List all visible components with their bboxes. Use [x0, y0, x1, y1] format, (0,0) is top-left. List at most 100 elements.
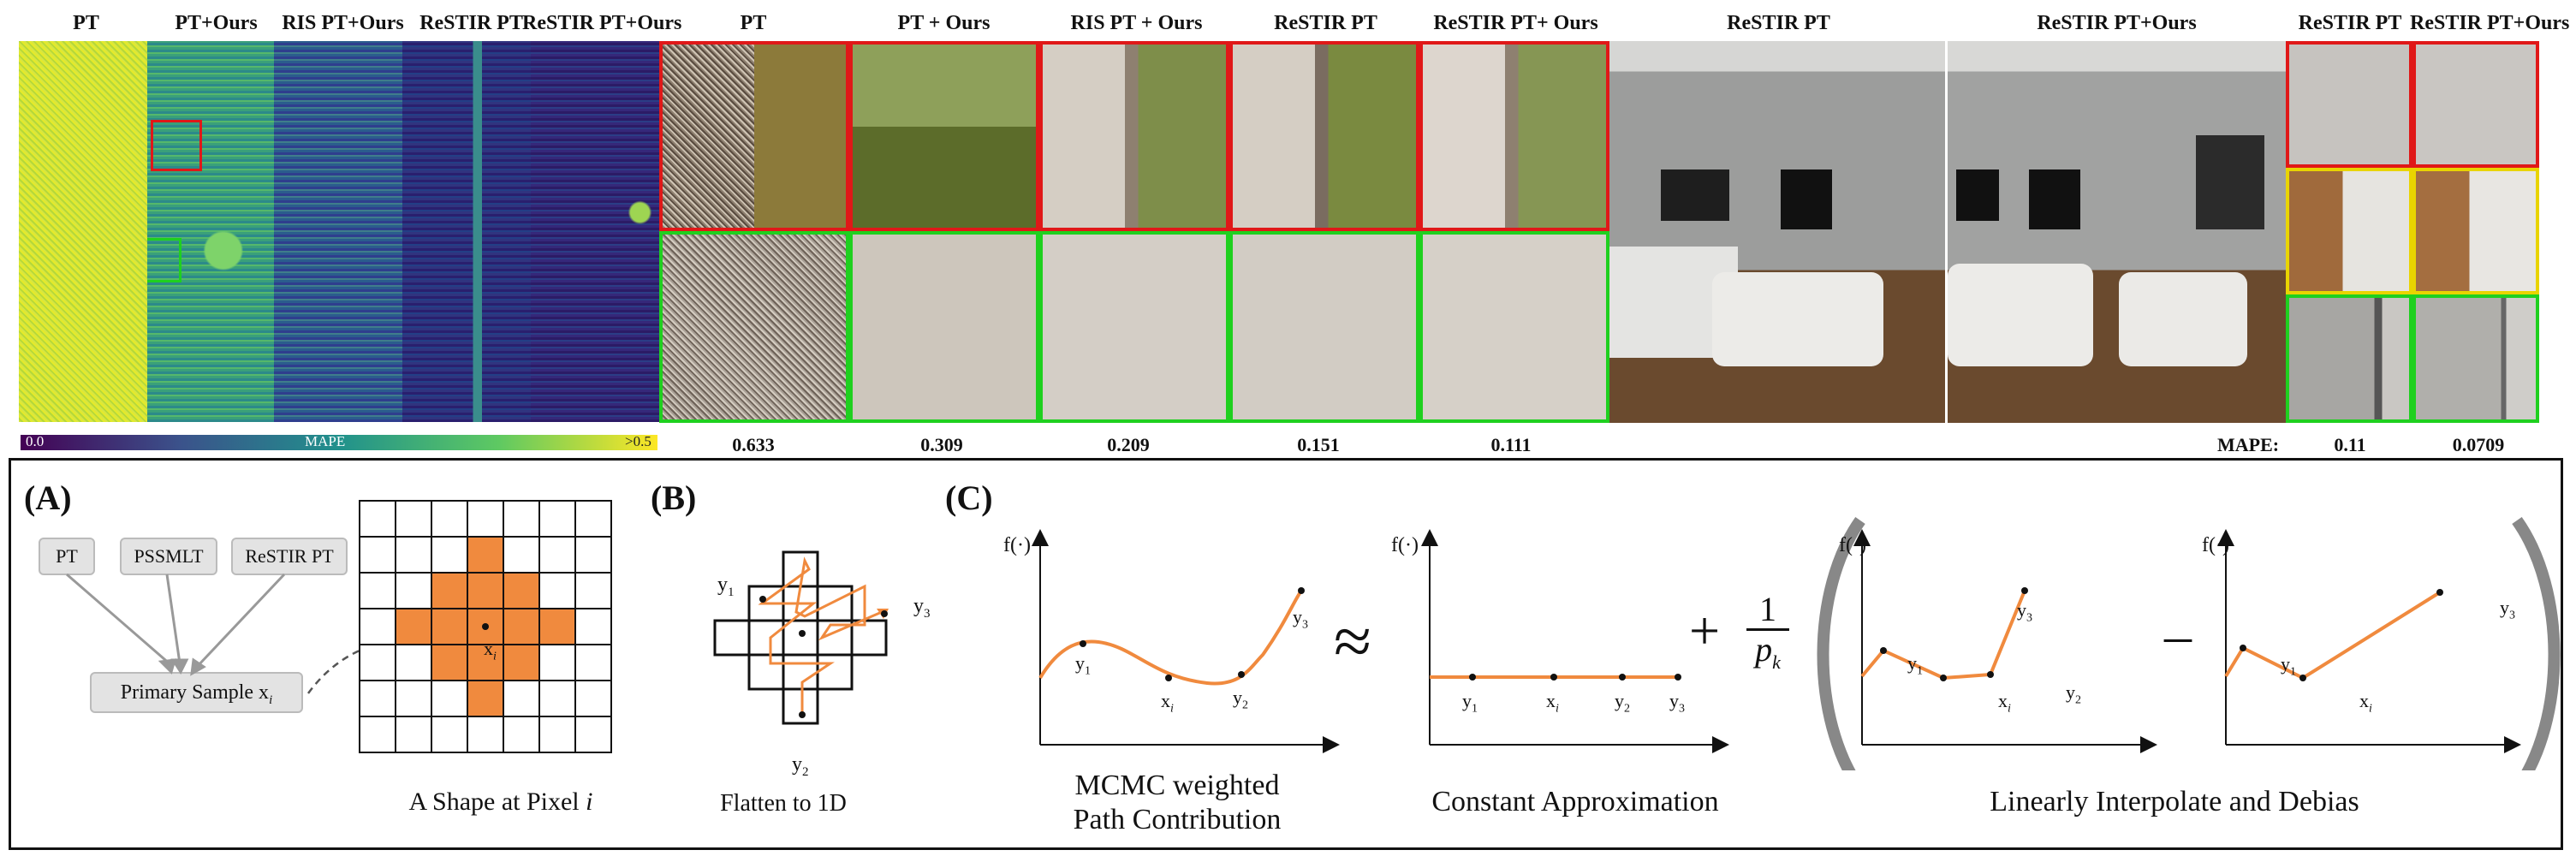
grid-cell: [395, 536, 432, 574]
mape-map-restir-pt: [402, 41, 531, 422]
grid-cell: [467, 680, 504, 717]
grid-cell: [431, 680, 468, 717]
grid-cell: [538, 500, 576, 538]
grid-cell: [538, 716, 576, 753]
plot3-xi: xi: [1998, 690, 2011, 716]
header-restir-pt-ours: ReSTIR PT+Ours: [522, 12, 682, 34]
plot1-caption-line2: Path Contribution: [1073, 804, 1282, 835]
panel-b-label: (B): [651, 479, 697, 517]
crop-mape-restir-pt: 0.151: [1297, 434, 1340, 455]
mape-map-ris-pt-ours: [274, 41, 402, 422]
illustration-box: [9, 458, 2563, 850]
grid-cell: [359, 536, 396, 574]
right-crop-yellow-restir-pt: [2286, 168, 2412, 294]
grid-cell: [503, 572, 540, 609]
grid-cell: [395, 608, 432, 645]
grid-cell: [395, 500, 432, 538]
grid-point-sub: i: [493, 650, 497, 663]
mape-map-pt: [19, 41, 147, 422]
grid-cell: [395, 644, 432, 681]
mape-map-restir-pt-ours: [531, 41, 659, 422]
panel-b-caption: Flatten to 1D: [720, 790, 847, 817]
colorbar-max: >0.5: [625, 433, 651, 449]
grid-cell: [574, 500, 612, 538]
grid-cell: [503, 500, 540, 538]
grid-cell: [359, 572, 396, 609]
grid-cell: [467, 536, 504, 574]
plot2-y2: y2: [1615, 690, 1630, 716]
source-restir-pt-box: ReSTIR PT: [231, 538, 348, 575]
plot-debias: [2217, 529, 2521, 753]
header-crop-pt-ours: PT + Ours: [897, 12, 991, 34]
right-crop-green-restir-pt-ours: [2412, 294, 2539, 423]
grid-cell: [359, 680, 396, 717]
crop-mape-pt-ours: 0.309: [920, 434, 963, 455]
grid-cell: [359, 716, 396, 753]
plot34-caption: Linearly Interpolate and Debias: [1990, 786, 2359, 817]
plot4-y1: y1: [2281, 653, 2296, 679]
plot4-xi: xi: [2359, 690, 2372, 716]
crop-green-pt-ours: [849, 231, 1039, 423]
grid-cell: [503, 680, 540, 717]
primary-sample-box: Primary Sample xi: [90, 672, 303, 713]
plot3-y1: y1: [1907, 652, 1923, 678]
crop-green-restir-pt-ours: [1419, 231, 1609, 423]
plot-mcmc: [1032, 529, 1340, 753]
panel-a-label: (A): [24, 479, 72, 517]
plot2-y1: y1: [1462, 690, 1478, 716]
grid-cell: [431, 716, 468, 753]
source-pssmlt-box: PSSMLT: [120, 538, 217, 575]
scene-render-restir-pt: [1609, 41, 1948, 423]
panel-a-svg: [66, 500, 612, 753]
plot4-axis-label: f(·): [2202, 534, 2229, 556]
plot-constant: [1421, 529, 1729, 753]
crop-red-restir-pt: [1229, 41, 1419, 231]
grid-center-point: [482, 623, 489, 630]
grid-cell: [574, 536, 612, 574]
right-mape-restir-pt-ours: 0.0709: [2452, 434, 2505, 455]
right-crop-green-restir-pt: [2286, 294, 2412, 423]
crop-red-pt: [659, 41, 849, 231]
panel-c-svg: [1032, 516, 2561, 770]
grid-point-x: x: [484, 638, 493, 659]
grid-cell: [538, 536, 576, 574]
grid-cell: [574, 644, 612, 681]
grid-cell: [467, 572, 504, 609]
grid-cell: [395, 680, 432, 717]
grid-cell: [574, 572, 612, 609]
right-mape-restir-pt: 0.11: [2334, 434, 2366, 455]
panel-a-caption: A Shape at Pixel i: [377, 788, 625, 817]
colorbar-label: MAPE: [305, 433, 346, 449]
header-pt-ours: PT+Ours: [175, 12, 258, 34]
green-crop-marker: [147, 238, 181, 282]
crop-red-pt-ours: [849, 41, 1039, 231]
panel-a-caption-text: A Shape at Pixel: [408, 788, 586, 816]
crop-red-restir-pt-ours: [1419, 41, 1609, 231]
grid-cell: [431, 608, 468, 645]
mape-map-pt-ours: [147, 41, 274, 422]
plot-interpolate: [1853, 529, 2157, 753]
panel-b-y3: y3: [913, 595, 931, 621]
grid-cell: [431, 572, 468, 609]
right-crop-yellow-restir-pt-ours: [2412, 168, 2539, 294]
crop-red-ris-pt-ours: [1039, 41, 1229, 231]
colorbar: [21, 435, 657, 450]
grid-cell: [431, 644, 468, 681]
header-ris-pt-ours: RIS PT+Ours: [282, 12, 404, 34]
grid-cell: [503, 716, 540, 753]
plot4-y3: y3: [2500, 597, 2515, 622]
grid-cell: [503, 644, 540, 681]
plot3-y3: y3: [2017, 599, 2032, 625]
fraction: 1 pk: [1746, 591, 1789, 681]
header-crop-restir-pt: ReSTIR PT: [1274, 12, 1377, 34]
grid-cell: [538, 680, 576, 717]
panel-c-label: (C): [945, 479, 993, 517]
minus-symbol: –: [2164, 604, 2192, 665]
grid-cell: [467, 500, 504, 538]
grid-cell: [538, 572, 576, 609]
grid-cell: [503, 536, 540, 574]
panel-b-y1: y1: [717, 574, 735, 599]
primary-sample-text: Primary Sample x: [120, 681, 270, 704]
plot1-caption-line1: MCMC weighted: [1074, 770, 1280, 801]
grid-cell: [503, 608, 540, 645]
